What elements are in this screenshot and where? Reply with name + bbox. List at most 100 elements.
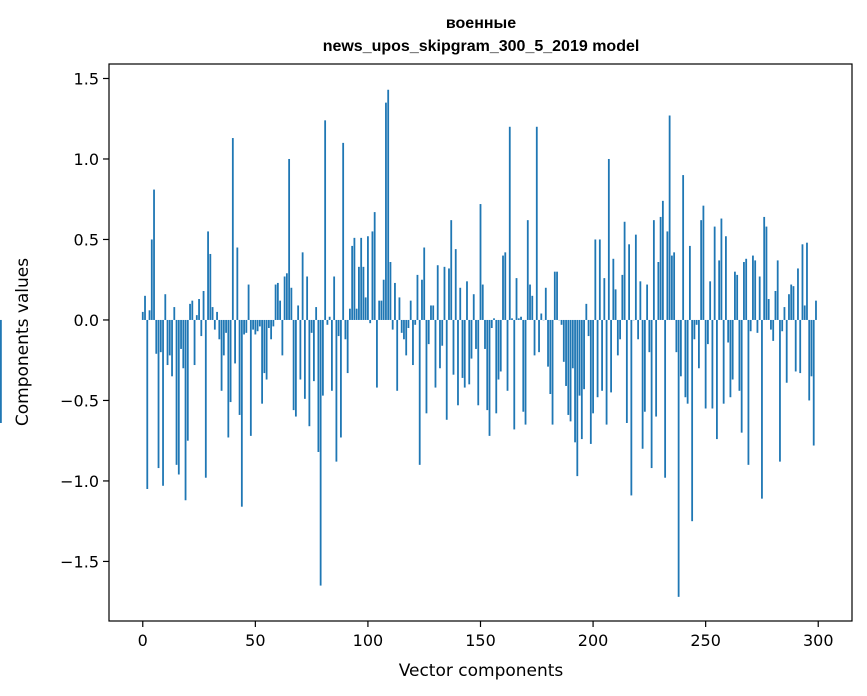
bar <box>421 279 423 320</box>
bar <box>691 319 694 522</box>
bar <box>479 204 482 320</box>
bar <box>772 319 775 341</box>
bar <box>281 319 284 356</box>
bar <box>373 212 376 320</box>
bar <box>515 278 518 320</box>
bar <box>614 289 617 320</box>
bar <box>254 319 257 335</box>
y-axis-label: Components values <box>13 258 33 426</box>
bar <box>659 216 662 320</box>
bar <box>297 305 300 320</box>
bars-group <box>0 89 817 597</box>
bar <box>274 284 277 320</box>
bar <box>661 200 664 320</box>
bar <box>758 276 761 320</box>
bar <box>752 255 754 320</box>
bar <box>454 249 457 320</box>
bar <box>547 319 549 367</box>
bar <box>522 319 525 412</box>
bar <box>344 319 347 340</box>
bar <box>353 237 356 320</box>
bar <box>508 126 511 320</box>
bar <box>425 319 428 414</box>
bar <box>700 220 703 320</box>
bar <box>607 158 610 320</box>
bar <box>693 319 696 340</box>
bar <box>367 236 369 320</box>
bar <box>463 319 466 388</box>
bar <box>497 319 500 380</box>
bar <box>292 319 295 411</box>
bar <box>675 319 678 353</box>
bar <box>0 319 2 423</box>
bar <box>560 319 563 325</box>
bar <box>407 319 410 329</box>
bar <box>738 319 741 391</box>
bar <box>538 319 540 353</box>
bar <box>315 307 318 320</box>
bar <box>621 274 624 320</box>
bar <box>720 218 723 320</box>
bar <box>664 319 667 478</box>
y-tick-label: 1.5 <box>74 69 99 88</box>
bar <box>162 319 164 486</box>
bar <box>288 158 291 320</box>
bar <box>335 319 338 462</box>
bar <box>562 319 565 362</box>
bar <box>704 319 707 409</box>
bar <box>299 319 302 380</box>
bar <box>535 126 538 320</box>
bar <box>448 268 450 320</box>
bar <box>450 220 453 320</box>
y-tick-label: −0.5 <box>60 391 99 410</box>
bar <box>247 284 250 320</box>
bar <box>472 294 475 320</box>
bar <box>639 281 642 320</box>
bar <box>477 319 480 406</box>
bar <box>776 260 779 320</box>
bar <box>466 281 468 320</box>
bar <box>549 319 552 395</box>
bar <box>801 244 804 320</box>
bar <box>222 319 225 356</box>
bar <box>403 319 405 340</box>
bar <box>486 319 489 411</box>
bar <box>441 319 444 346</box>
x-tick-label: 250 <box>690 631 721 650</box>
bar <box>529 284 531 320</box>
bar <box>376 319 378 388</box>
bar <box>310 319 313 333</box>
bar <box>186 319 189 441</box>
bar <box>713 226 716 320</box>
bar <box>580 319 583 440</box>
bar <box>628 244 630 320</box>
bar <box>517 318 520 320</box>
bar <box>601 319 603 391</box>
bar <box>294 319 297 417</box>
bar <box>360 237 363 320</box>
bar <box>319 319 322 586</box>
y-axis-ticks: −1.5 −1.0 −0.5 0.0 0.5 1.0 1.5 <box>60 69 109 571</box>
bar <box>324 120 327 320</box>
bar <box>265 319 268 380</box>
bar <box>328 316 331 320</box>
bar <box>612 258 615 320</box>
bar <box>511 318 513 320</box>
bar <box>727 319 730 343</box>
bar <box>666 231 669 320</box>
bar <box>418 319 421 465</box>
bar <box>571 319 574 369</box>
bar <box>484 319 486 349</box>
chart-title-line-2: news_upos_skipgram_300_5_2019 model <box>323 38 640 55</box>
bar <box>175 319 178 465</box>
bar <box>231 138 234 320</box>
bar <box>240 319 243 507</box>
bar <box>443 266 446 320</box>
bar <box>648 319 651 353</box>
bar <box>290 287 293 320</box>
bar <box>405 319 408 356</box>
bar <box>702 205 705 320</box>
bar <box>731 319 734 380</box>
bar <box>168 319 171 356</box>
bar <box>725 236 727 320</box>
